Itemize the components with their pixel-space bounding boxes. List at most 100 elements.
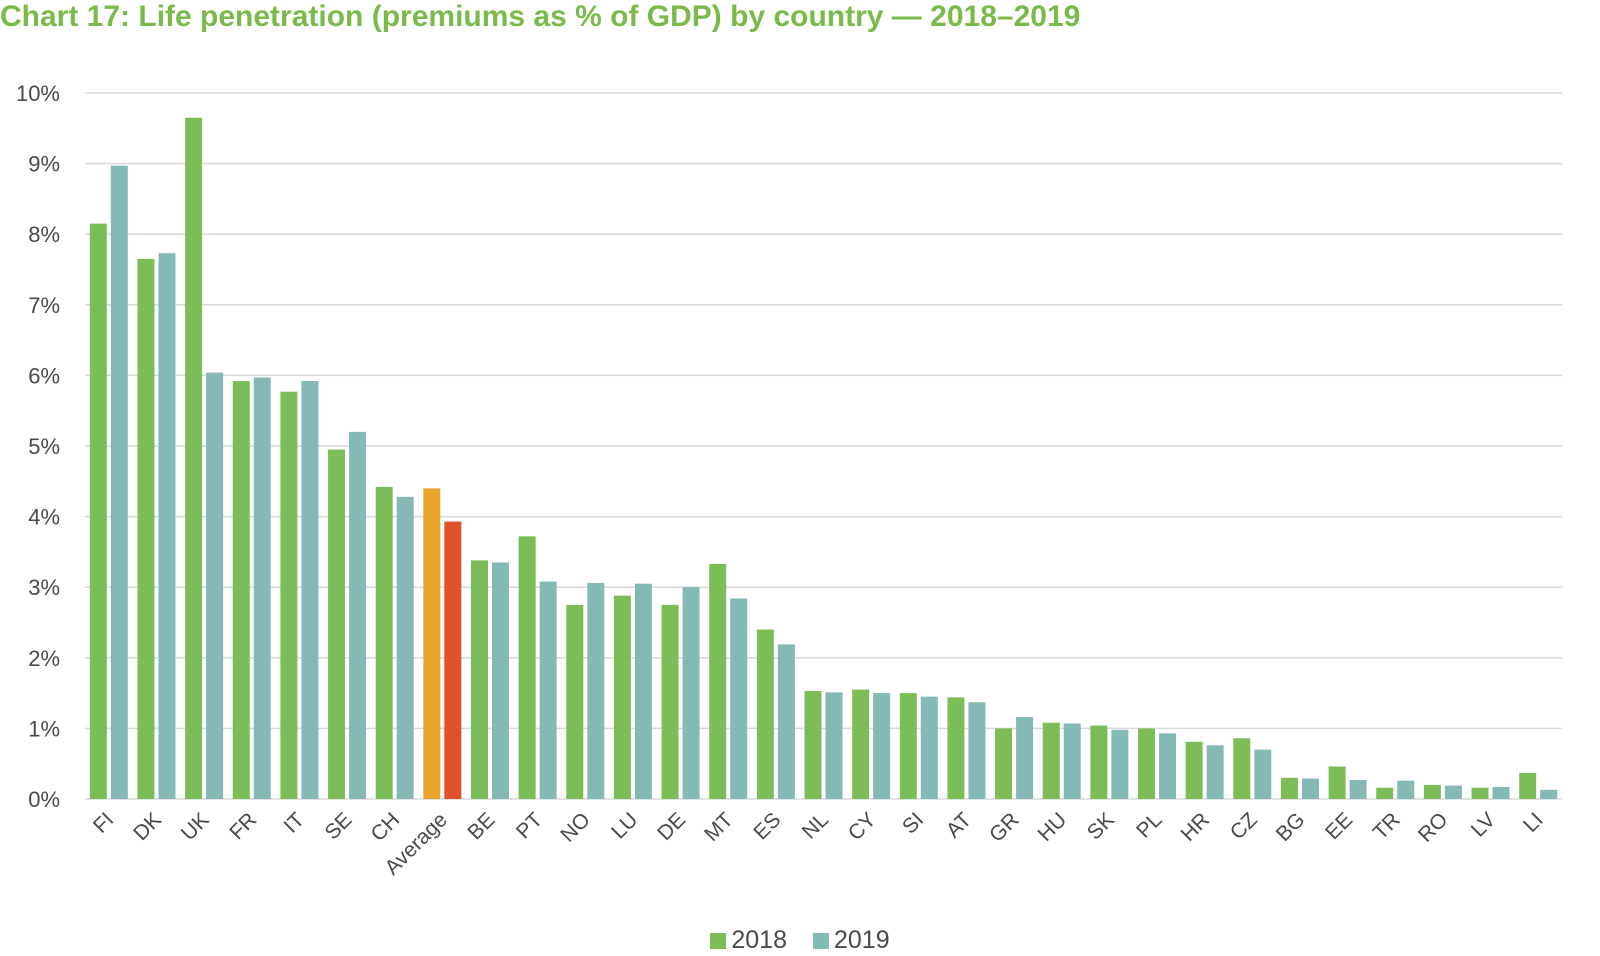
bar-2018-lu xyxy=(613,595,631,799)
x-tick-label: LI xyxy=(1519,808,1548,837)
bar-2018-dk xyxy=(137,258,155,799)
bar-2018-tr xyxy=(1376,787,1394,799)
x-tick-label: SK xyxy=(1083,808,1119,844)
bar-2019-es xyxy=(777,644,795,799)
bar-2018-uk xyxy=(185,117,203,799)
legend-label-2018: 2018 xyxy=(731,926,787,954)
bar-2018-hr xyxy=(1185,741,1203,799)
bar-2018-pt xyxy=(518,536,536,799)
y-tick-label: 9% xyxy=(28,152,60,177)
bar-2018-sk xyxy=(1090,725,1108,799)
bar-2019-se xyxy=(349,431,367,799)
bar-2019-cz xyxy=(1254,749,1272,799)
bar-2019-hu xyxy=(1063,723,1081,799)
x-tick-label: SI xyxy=(898,808,928,838)
bar-2019-li xyxy=(1540,789,1558,799)
bar-2019-sk xyxy=(1111,729,1129,799)
legend-item-2019: 2019 xyxy=(813,926,890,955)
x-tick-label: NO xyxy=(556,808,595,847)
x-tick-label: NL xyxy=(798,808,833,843)
bar-2019-lu xyxy=(634,583,652,799)
x-tick-label: SE xyxy=(321,808,357,844)
x-tick-label: PL xyxy=(1132,808,1166,842)
legend-swatch-2019 xyxy=(813,932,829,949)
x-tick-label: DK xyxy=(129,808,166,845)
bar-2018-cz xyxy=(1233,738,1251,799)
bar-2018-es xyxy=(756,629,774,799)
bar-2018-it xyxy=(280,391,298,799)
y-tick-label: 1% xyxy=(28,716,60,741)
y-tick-label: 5% xyxy=(28,434,60,459)
bar-2018-mt xyxy=(709,563,727,799)
y-axis-ticks: 0% 1% 2% 3% 4% 5% 6% 7% 8% 9% 10% xyxy=(16,81,60,812)
bar-2018-at xyxy=(947,697,965,799)
bar-2018-ee xyxy=(1328,766,1346,799)
x-tick-label: HR xyxy=(1176,808,1214,846)
bar-2019-tr xyxy=(1397,780,1415,799)
x-tick-label: ES xyxy=(749,808,785,844)
bar-2018-cy xyxy=(852,689,870,799)
y-tick-label: 10% xyxy=(16,81,60,106)
y-tick-label: 3% xyxy=(28,575,60,600)
x-tick-label: EE xyxy=(1321,808,1357,844)
bar-2018-fr xyxy=(232,381,250,799)
x-tick-label: CZ xyxy=(1226,808,1262,844)
bar-2018-hu xyxy=(1042,722,1060,799)
y-tick-label: 2% xyxy=(28,646,60,671)
bar-2019-cy xyxy=(873,693,891,799)
legend-swatch-2018 xyxy=(710,932,727,949)
bar-2019-fr xyxy=(253,377,271,799)
bar-2019-no xyxy=(587,582,605,799)
bar-2019-it xyxy=(301,381,319,799)
legend: 2018 2019 xyxy=(0,926,1600,955)
bar-2019-hr xyxy=(1206,745,1224,799)
bar-2019-be xyxy=(491,562,509,799)
y-tick-label: 8% xyxy=(28,222,60,247)
x-tick-label: PT xyxy=(512,808,547,843)
x-tick-label: HU xyxy=(1034,808,1072,846)
x-tick-label: CH xyxy=(367,808,405,846)
bar-2018-gr xyxy=(995,728,1013,799)
x-tick-label: IT xyxy=(279,808,309,838)
x-tick-label: MT xyxy=(700,808,738,846)
x-tick-label: BG xyxy=(1272,808,1310,846)
bar-2019-si xyxy=(920,696,938,799)
bar-2019-uk xyxy=(206,372,224,799)
x-tick-label: LU xyxy=(607,808,642,843)
bar-2018-no xyxy=(566,604,584,799)
bar-2018-li xyxy=(1519,772,1537,799)
bar-2018-fi xyxy=(89,223,107,800)
bar-2018-de xyxy=(661,604,679,799)
x-tick-label: DE xyxy=(653,808,690,845)
legend-label-2019: 2019 xyxy=(834,926,890,954)
bar-2018-se xyxy=(328,449,346,799)
y-tick-label: 7% xyxy=(28,293,60,318)
bar-2019-ch xyxy=(396,496,414,799)
y-tick-label: 0% xyxy=(28,787,60,812)
y-tick-label: 6% xyxy=(28,363,60,388)
x-tick-label: TR xyxy=(1369,808,1405,844)
bar-2019-fi xyxy=(110,165,128,799)
bar-2019-ro xyxy=(1444,785,1462,799)
bar-2019-average xyxy=(444,521,462,799)
bar-2019-mt xyxy=(730,598,748,799)
bar-2018-average xyxy=(423,488,441,799)
x-tick-label: BE xyxy=(463,808,499,844)
x-tick-label: FR xyxy=(225,808,261,844)
bar-2019-nl xyxy=(825,692,843,799)
x-tick-label: LV xyxy=(1467,808,1500,841)
bar-2018-ro xyxy=(1423,784,1441,799)
bar-chart: 0%1%2%3%4%5%6%7%8%9%10% FI DK UK FR IT SE CHAv… xyxy=(16,81,1562,880)
bar-2018-lv xyxy=(1471,787,1489,799)
x-tick-label: GR xyxy=(985,808,1024,847)
x-tick-label: RO xyxy=(1414,808,1453,847)
x-tick-label: CY xyxy=(844,808,881,845)
legend-item-2018: 2018 xyxy=(710,926,787,955)
bar-2019-bg xyxy=(1301,778,1319,799)
bar-2019-at xyxy=(968,702,986,799)
bar-2019-dk xyxy=(158,253,176,800)
bar-2019-pl xyxy=(1159,733,1177,799)
x-tick-label: AT xyxy=(942,808,976,842)
bar-2019-lv xyxy=(1492,786,1510,799)
